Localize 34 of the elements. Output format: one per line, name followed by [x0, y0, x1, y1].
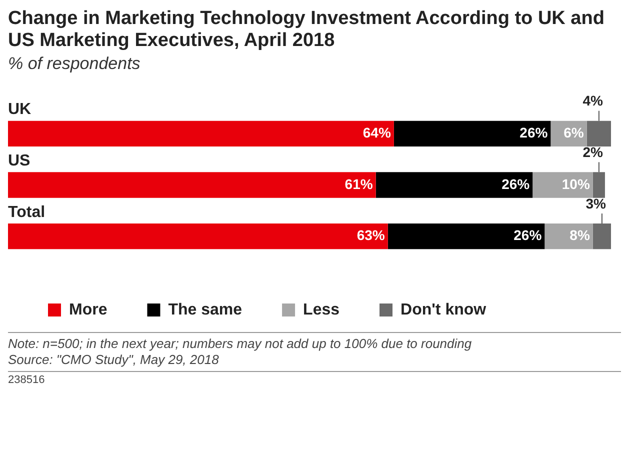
y-tick-label: US — [8, 152, 31, 170]
chart-subtitle: % of respondents — [8, 54, 142, 74]
bar — [532, 172, 593, 198]
legend-label: Less — [303, 301, 340, 318]
bar — [586, 120, 611, 146]
source-note: Source: "CMO Study", May 29, 2018 — [8, 352, 220, 368]
text: 238516 — [8, 371, 621, 386]
legend-label: More — [69, 301, 108, 318]
bar — [592, 224, 611, 250]
data-label: 2% — [582, 144, 604, 160]
data-label: 26% — [514, 227, 542, 244]
legend-label: The same — [168, 301, 242, 318]
data-label: 26% — [502, 176, 530, 192]
chart-title: Change in Marketing Technology Investment According to UK and US Marketing Executives, April 2018 — [8, 8, 606, 52]
data-label: 63% — [356, 227, 386, 244]
data-label: 64% — [362, 124, 392, 141]
data-label: 10% — [562, 176, 590, 192]
bar — [376, 172, 533, 198]
bar — [8, 120, 394, 146]
bar — [592, 172, 605, 198]
data-label: 8% — [570, 227, 590, 244]
data-label: 4% — [582, 92, 604, 109]
data-label: 3% — [586, 195, 607, 212]
y-tick-label: Total — [8, 204, 46, 221]
data-label: 26% — [520, 124, 548, 141]
bar — [394, 120, 551, 146]
bar — [8, 224, 388, 250]
data-label: 6% — [564, 124, 584, 141]
text: Note: n=500; in the next year; numbers may not add up to 100% due to rounding — [8, 336, 473, 352]
bar — [8, 172, 376, 198]
y-tick-label: UK — [8, 101, 32, 118]
legend-label: Don't know — [400, 301, 487, 318]
data-label: 61% — [344, 176, 374, 192]
bar — [388, 224, 545, 250]
